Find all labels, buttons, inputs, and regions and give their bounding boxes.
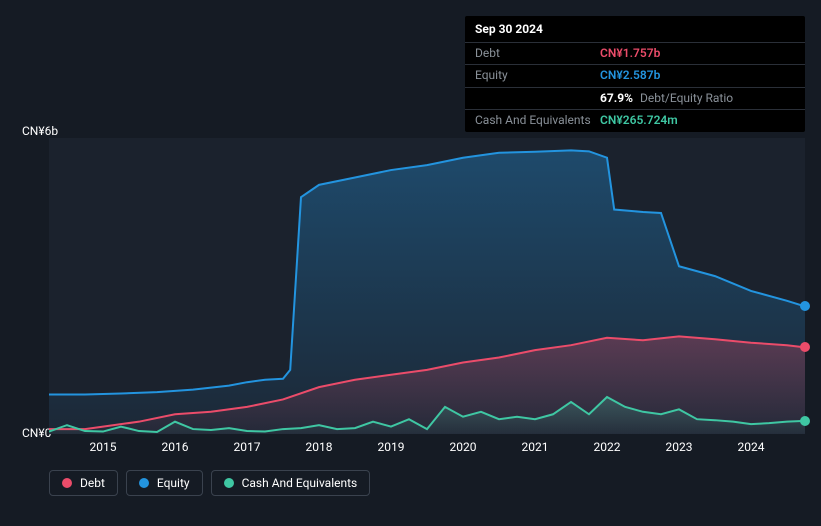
chart-plot-area[interactable] <box>49 138 805 434</box>
tooltip-ratio-suffix: Debt/Equity Ratio <box>640 91 733 105</box>
tooltip-value-ratio: 67.9% Debt/Equity Ratio <box>600 91 795 107</box>
tooltip-row-equity: Equity CN¥2.587b <box>465 64 805 87</box>
legend-label: Cash And Equivalents <box>242 476 358 490</box>
end-marker-equity <box>800 301 810 311</box>
x-tick-2019: 2019 <box>378 440 405 454</box>
x-tick-2023: 2023 <box>666 440 693 454</box>
tooltip-label-equity: Equity <box>475 68 600 84</box>
legend-dot-icon <box>224 478 234 488</box>
x-tick-2016: 2016 <box>162 440 189 454</box>
summary-tooltip: Sep 30 2024 Debt CN¥1.757b Equity CN¥2.5… <box>465 16 805 132</box>
tooltip-row-cash: Cash And Equivalents CN¥265.724m <box>465 109 805 132</box>
tooltip-value-equity: CN¥2.587b <box>600 68 795 84</box>
x-tick-2017: 2017 <box>234 440 261 454</box>
chart-svg <box>49 138 805 434</box>
tooltip-value-cash: CN¥265.724m <box>600 113 795 129</box>
tooltip-label-ratio <box>475 91 600 107</box>
legend-dot-icon <box>139 478 149 488</box>
y-axis-max-label: CN¥6b <box>22 124 58 138</box>
legend-dot-icon <box>62 478 72 488</box>
legend-label: Equity <box>157 476 190 490</box>
x-tick-2024: 2024 <box>738 440 765 454</box>
chart-container: CN¥6b CN¥0 20152016201720182019202020212… <box>16 120 805 500</box>
tooltip-value-debt: CN¥1.757b <box>600 46 795 62</box>
x-tick-2022: 2022 <box>594 440 621 454</box>
x-tick-2021: 2021 <box>522 440 549 454</box>
tooltip-label-debt: Debt <box>475 46 600 62</box>
chart-legend: Debt Equity Cash And Equivalents <box>49 470 370 496</box>
legend-item-cash[interactable]: Cash And Equivalents <box>211 470 371 496</box>
legend-item-debt[interactable]: Debt <box>49 470 118 496</box>
y-axis-min-label: CN¥0 <box>22 426 51 440</box>
x-tick-2018: 2018 <box>306 440 333 454</box>
x-tick-2020: 2020 <box>450 440 477 454</box>
end-marker-cash <box>800 416 810 426</box>
tooltip-ratio-pct: 67.9% <box>600 91 633 105</box>
tooltip-row-ratio: 67.9% Debt/Equity Ratio <box>465 87 805 110</box>
x-tick-2015: 2015 <box>90 440 117 454</box>
end-marker-debt <box>800 342 810 352</box>
tooltip-date: Sep 30 2024 <box>465 16 805 42</box>
tooltip-row-debt: Debt CN¥1.757b <box>465 42 805 65</box>
legend-label: Debt <box>80 476 105 490</box>
x-axis: 2015 2016 2017 2018 2019 2020 2021 2022 2023 2024 <box>49 440 805 460</box>
tooltip-label-cash: Cash And Equivalents <box>475 113 600 129</box>
legend-item-equity[interactable]: Equity <box>126 470 203 496</box>
